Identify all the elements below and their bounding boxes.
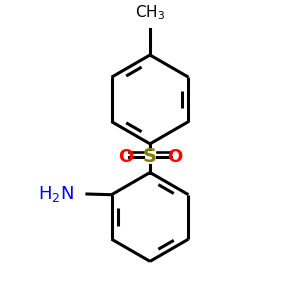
- Text: O: O: [167, 148, 182, 166]
- Text: S: S: [143, 147, 157, 166]
- Text: CH$_3$: CH$_3$: [135, 3, 165, 22]
- Text: H$_2$N: H$_2$N: [38, 184, 74, 204]
- Text: O: O: [118, 148, 133, 166]
